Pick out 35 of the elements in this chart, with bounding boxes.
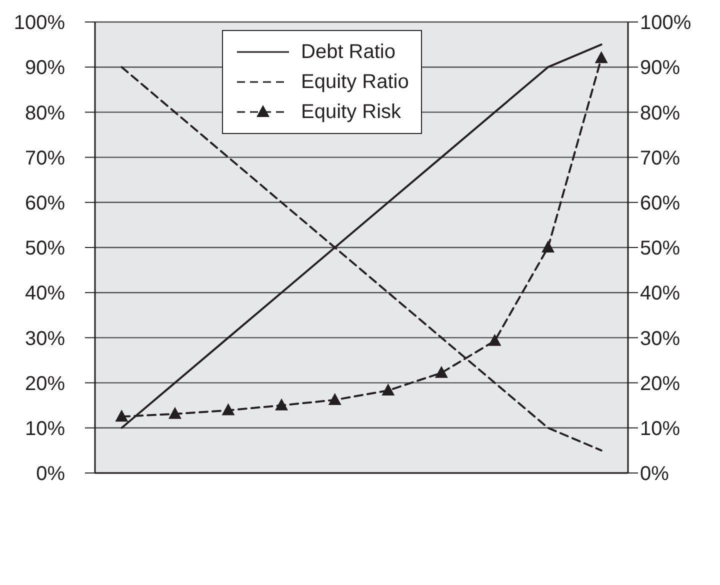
legend-label: Equity Ratio (301, 70, 409, 94)
point (168, 406, 182, 419)
point (328, 392, 342, 405)
point (488, 334, 502, 346)
y2-tick-label: 20% (640, 372, 680, 395)
y2-tick-label: 0% (640, 463, 670, 486)
y2-tick-label: 30% (640, 328, 680, 350)
y-tick-label: 80% (24, 102, 66, 124)
y-tick-label: 0% (36, 463, 66, 486)
y2-tick-label: 90% (640, 57, 680, 80)
y2-tick-label: 100% (640, 12, 692, 34)
y-tick-label: 20% (24, 372, 66, 395)
y2-tick-label: 40% (640, 282, 680, 305)
point (434, 366, 448, 378)
point (115, 410, 128, 422)
point (382, 383, 395, 396)
y-tick-label: 50% (24, 238, 66, 260)
y-tick-label: 70% (24, 147, 66, 170)
point (594, 51, 608, 64)
y-tick-label: 40% (24, 282, 66, 305)
y-tick-label: 30% (24, 328, 66, 350)
legend-label: Equity Risk (301, 100, 402, 124)
y2-tick-label: 70% (640, 147, 680, 170)
point (222, 403, 235, 416)
legend-label: Debt Ratio (301, 40, 396, 64)
y-tick-label: 60% (24, 192, 66, 214)
y2-tick-label: 50% (640, 238, 680, 260)
y2-tick-label: 60% (640, 192, 680, 214)
y-tick-label: 90% (24, 57, 66, 80)
point (275, 398, 288, 410)
y-tick-label: 10% (24, 418, 66, 440)
y-tick-label: 100% (14, 12, 66, 34)
y2-tick-label: 10% (640, 418, 680, 440)
point (542, 240, 555, 252)
y2-tick-label: 80% (640, 102, 680, 124)
